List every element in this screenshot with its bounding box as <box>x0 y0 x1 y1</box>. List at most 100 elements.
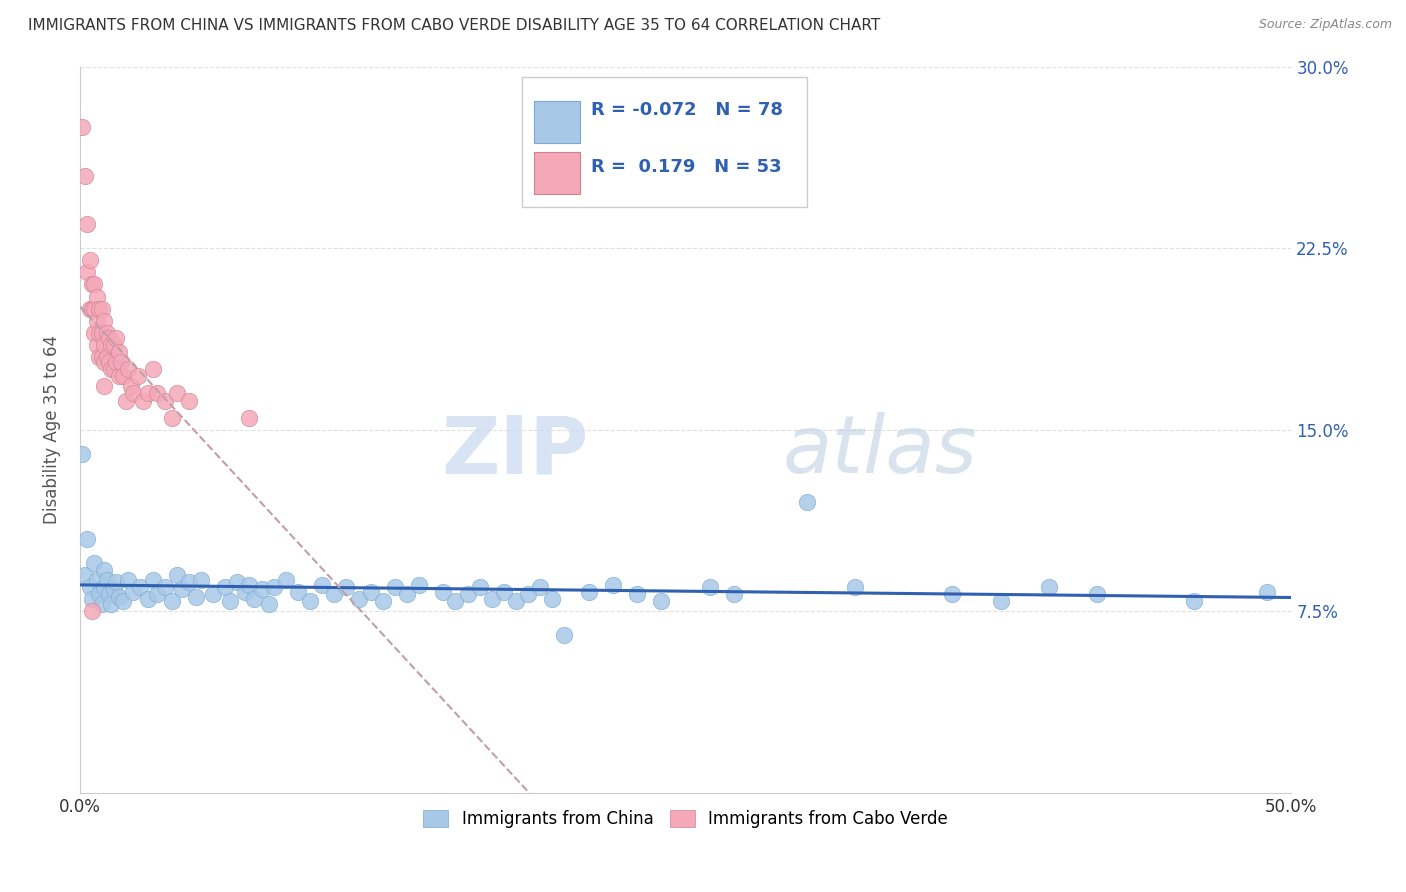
Point <box>112 369 135 384</box>
Point <box>86 314 108 328</box>
Point <box>214 580 236 594</box>
Point <box>117 362 139 376</box>
Point <box>89 587 111 601</box>
Point <box>103 338 125 352</box>
Point <box>432 584 454 599</box>
Point <box>347 592 370 607</box>
Point <box>100 597 122 611</box>
Point <box>97 587 120 601</box>
Point <box>93 563 115 577</box>
Point <box>112 594 135 608</box>
Point <box>274 573 297 587</box>
Point <box>127 369 149 384</box>
Point <box>86 573 108 587</box>
Point <box>117 573 139 587</box>
Point <box>371 594 394 608</box>
Point <box>79 301 101 316</box>
Point <box>287 584 309 599</box>
Point <box>103 582 125 597</box>
Point <box>115 393 138 408</box>
Point <box>160 594 183 608</box>
Point <box>129 580 152 594</box>
Point <box>723 587 745 601</box>
Point <box>243 592 266 607</box>
Point <box>408 577 430 591</box>
Point <box>492 584 515 599</box>
Point <box>72 120 94 134</box>
Point <box>395 587 418 601</box>
Point <box>626 587 648 601</box>
Point <box>578 584 600 599</box>
Point <box>97 331 120 345</box>
Point <box>89 301 111 316</box>
Point <box>553 628 575 642</box>
Point <box>76 532 98 546</box>
Point <box>166 386 188 401</box>
Point <box>83 277 105 292</box>
Point <box>80 277 103 292</box>
Y-axis label: Disability Age 35 to 64: Disability Age 35 to 64 <box>44 335 60 524</box>
Point <box>146 386 169 401</box>
Point <box>110 355 132 369</box>
Point <box>541 592 564 607</box>
Point <box>1087 587 1109 601</box>
Point <box>120 379 142 393</box>
Point <box>93 338 115 352</box>
Point <box>80 301 103 316</box>
Point <box>250 582 273 597</box>
Point <box>238 577 260 591</box>
Point <box>444 594 467 608</box>
Text: IMMIGRANTS FROM CHINA VS IMMIGRANTS FROM CABO VERDE DISABILITY AGE 35 TO 64 CORR: IMMIGRANTS FROM CHINA VS IMMIGRANTS FROM… <box>28 18 880 33</box>
Point <box>90 597 112 611</box>
Point <box>97 355 120 369</box>
Point <box>153 580 176 594</box>
Point <box>83 301 105 316</box>
Point <box>79 253 101 268</box>
Point <box>384 580 406 594</box>
Point <box>190 573 212 587</box>
Point <box>153 393 176 408</box>
Point <box>100 338 122 352</box>
Point <box>136 386 159 401</box>
Point <box>257 597 280 611</box>
Point <box>86 338 108 352</box>
Text: Source: ZipAtlas.com: Source: ZipAtlas.com <box>1258 18 1392 31</box>
Point <box>80 604 103 618</box>
Point <box>1038 580 1060 594</box>
Point <box>299 594 322 608</box>
Point <box>90 301 112 316</box>
Point <box>96 326 118 340</box>
Text: ZIP: ZIP <box>441 412 589 491</box>
Point <box>335 580 357 594</box>
Point <box>844 580 866 594</box>
FancyBboxPatch shape <box>534 152 581 194</box>
Point <box>86 289 108 303</box>
Point <box>529 580 551 594</box>
Point <box>90 350 112 364</box>
Point <box>105 575 128 590</box>
Point <box>263 580 285 594</box>
Point <box>96 350 118 364</box>
Point <box>796 495 818 509</box>
Point <box>517 587 540 601</box>
Point <box>142 573 165 587</box>
Point <box>90 326 112 340</box>
Point <box>602 577 624 591</box>
Point <box>93 314 115 328</box>
Point <box>89 326 111 340</box>
Point <box>83 326 105 340</box>
Point <box>160 410 183 425</box>
Point <box>1256 584 1278 599</box>
Point <box>146 587 169 601</box>
Point <box>177 393 200 408</box>
Text: R = -0.072   N = 78: R = -0.072 N = 78 <box>591 101 783 120</box>
Point <box>311 577 333 591</box>
Point <box>170 582 193 597</box>
Point <box>990 594 1012 608</box>
Point <box>142 362 165 376</box>
Point <box>80 592 103 607</box>
Legend: Immigrants from China, Immigrants from Cabo Verde: Immigrants from China, Immigrants from C… <box>416 804 955 835</box>
Point <box>177 575 200 590</box>
Point <box>360 584 382 599</box>
Point <box>79 580 101 594</box>
